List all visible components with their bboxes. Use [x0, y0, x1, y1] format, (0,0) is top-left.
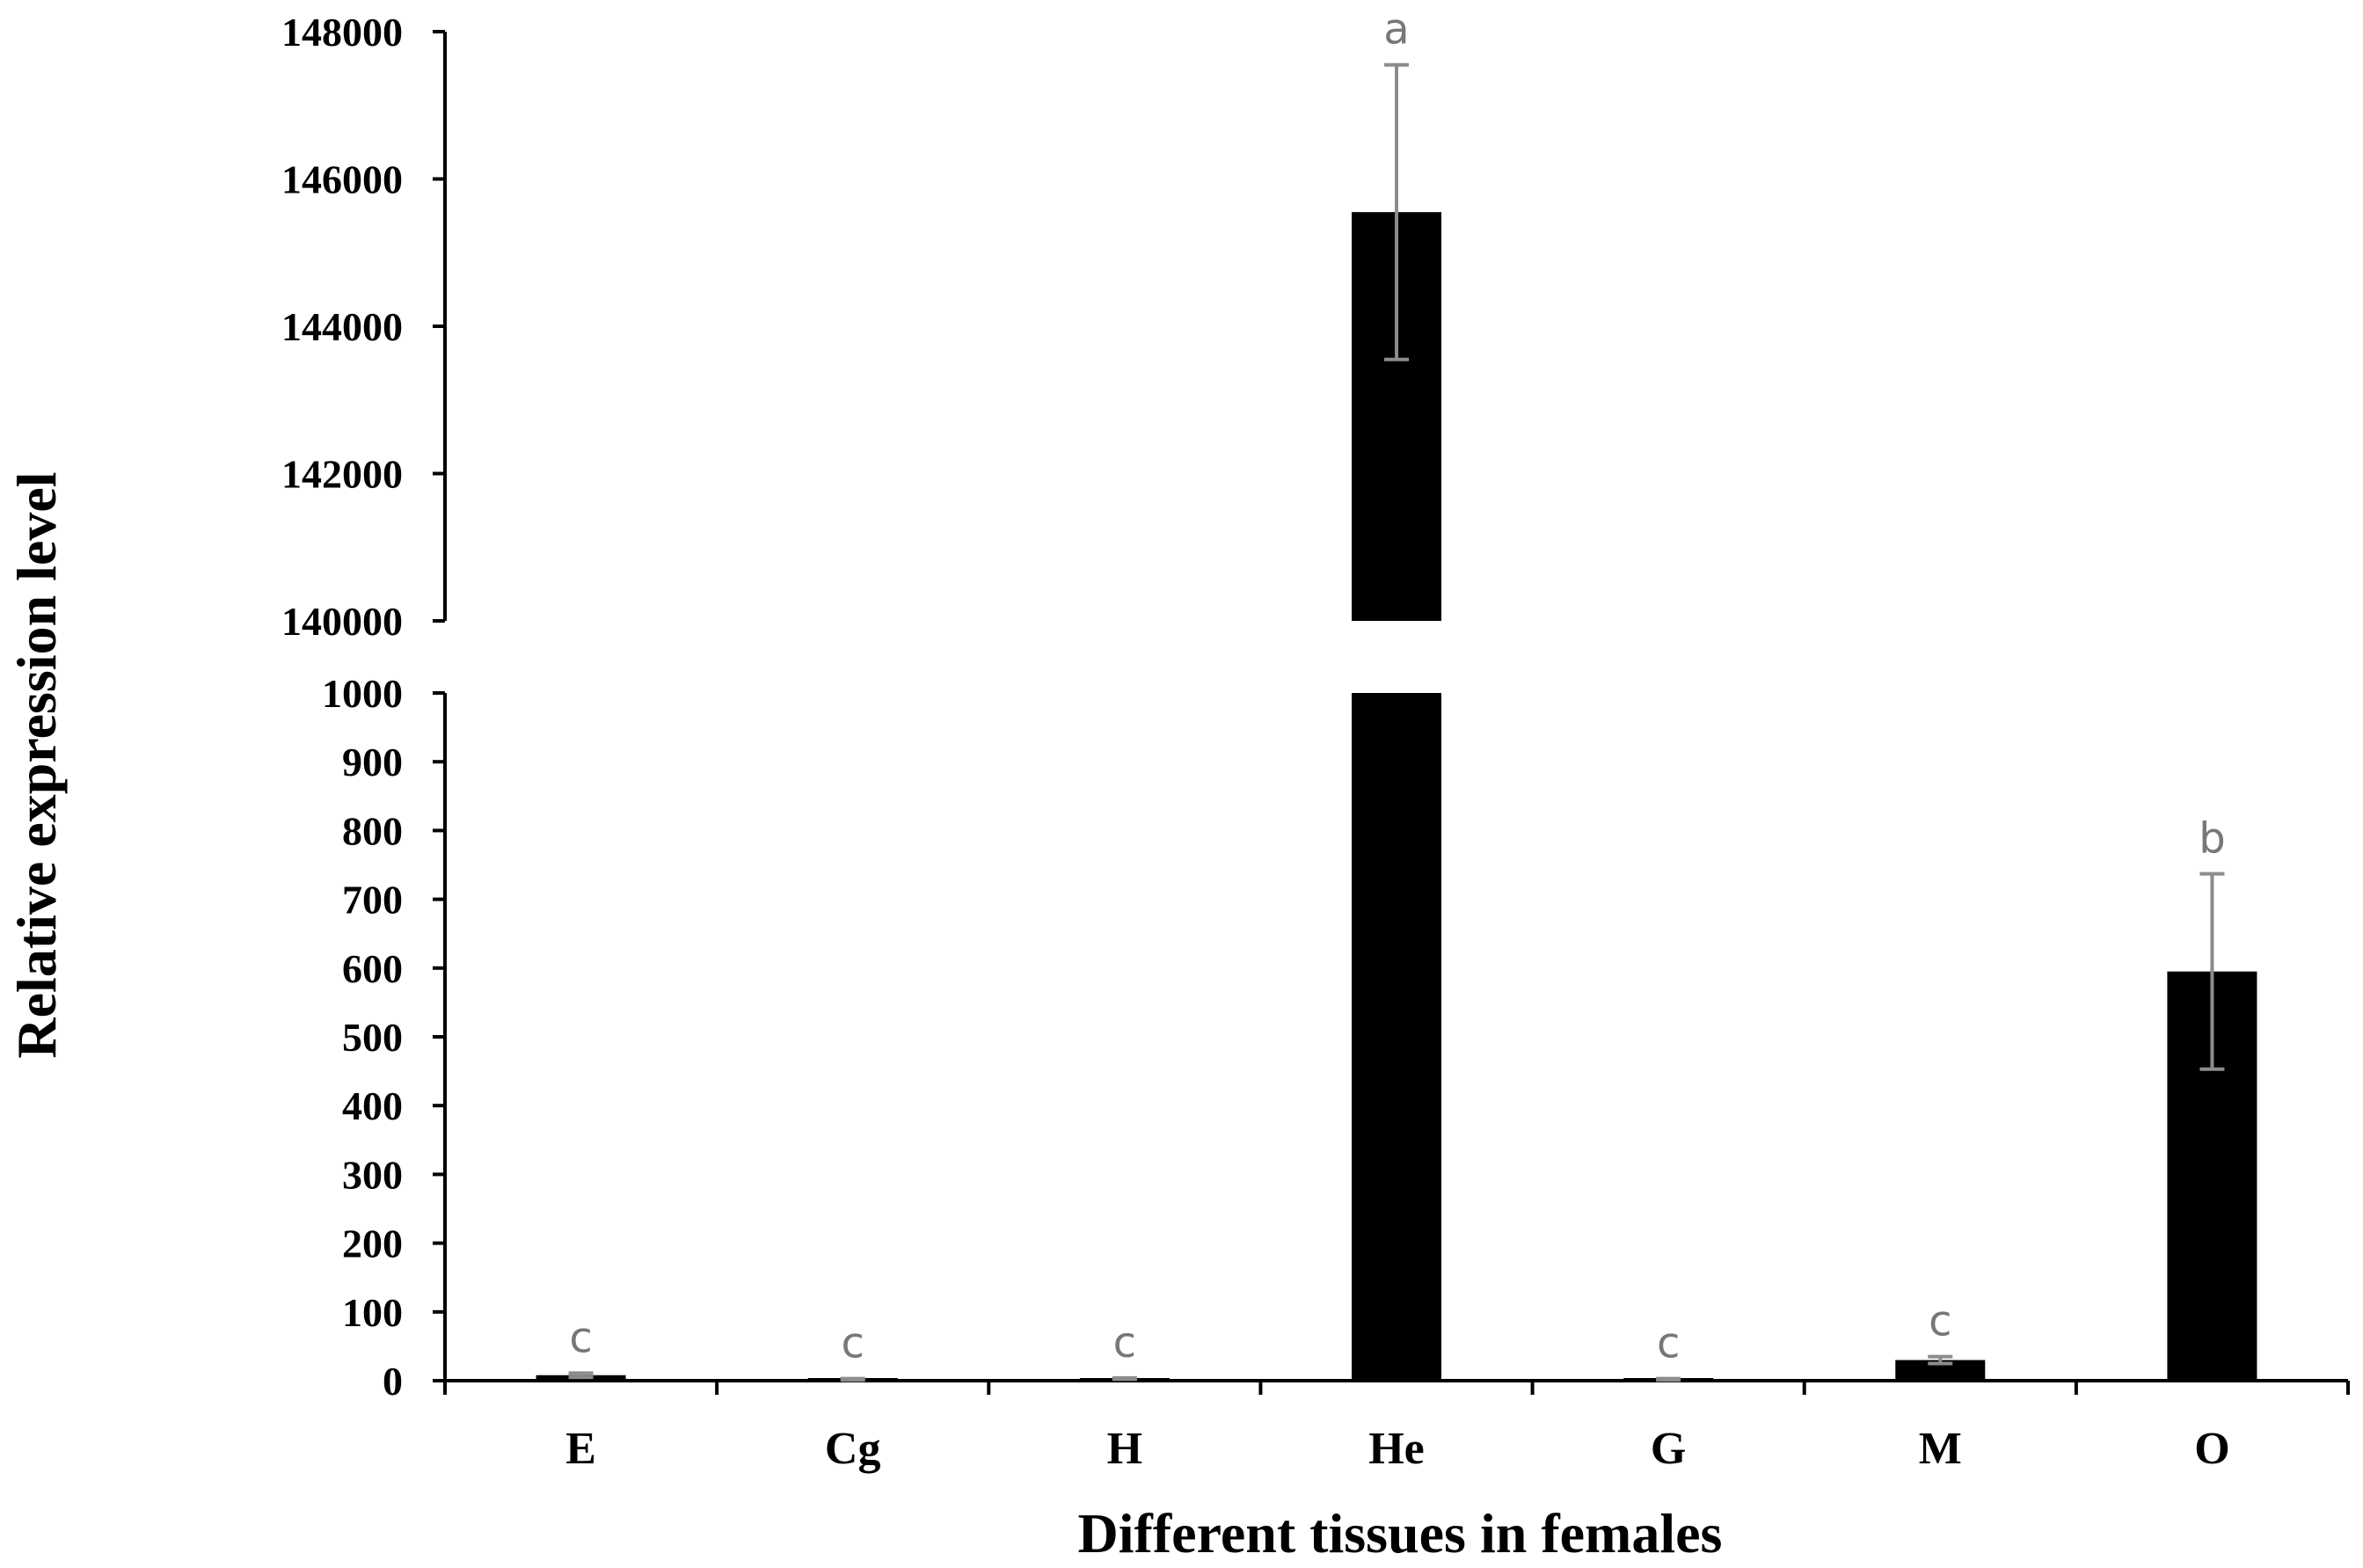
x-tick-label-H: H	[1107, 1424, 1142, 1474]
significance-label-G: c	[1657, 1319, 1680, 1368]
significance-label-Cg: c	[842, 1319, 864, 1368]
significance-label-E: c	[569, 1313, 592, 1362]
y-lower-tick-label: 700	[342, 878, 403, 923]
x-axis-title: Different tissues in females	[1078, 1502, 1723, 1564]
x-tick-label-He: He	[1368, 1424, 1425, 1474]
x-tick-label-E: E	[565, 1424, 596, 1474]
bars	[536, 212, 2257, 1381]
y-upper-tick-label: 142000	[281, 452, 403, 497]
x-tick-label-G: G	[1651, 1424, 1686, 1474]
y-upper-tick-label: 140000	[281, 599, 403, 644]
y-lower-tick-label: 600	[342, 946, 403, 991]
y-upper-tick-label: 148000	[281, 10, 403, 55]
y-lower-tick-label: 200	[342, 1222, 403, 1266]
significance-label-He: a	[1383, 5, 1409, 55]
x-tick-label-M: M	[1919, 1424, 1962, 1474]
significance-label-H: c	[1113, 1318, 1136, 1367]
y-lower-tick-label: 800	[342, 808, 403, 853]
y-lower-tick-label: 0	[383, 1359, 403, 1404]
bar-He-lower	[1352, 693, 1441, 1381]
significance-label-M: c	[1929, 1297, 1951, 1346]
y-lower-tick-label: 500	[342, 1015, 403, 1060]
bar-M	[1895, 1360, 1986, 1381]
y-lower-tick-label: 900	[342, 740, 403, 784]
y-lower-tick-label: 1000	[322, 671, 403, 716]
y-lower-tick-label: 100	[342, 1290, 403, 1335]
error-bars	[568, 62, 2225, 1382]
y-axis-title: Relative expression level	[5, 471, 68, 1058]
x-tick-label-O: O	[2194, 1424, 2229, 1474]
y-upper-tick-label: 144000	[281, 304, 403, 349]
significance-label-O: b	[2199, 814, 2225, 864]
y-lower-tick-label: 300	[342, 1152, 403, 1197]
labels: 0 100 200 300 400 500 600 700 800 900 1000 140000 14…	[281, 5, 2230, 1474]
x-tick-label-Cg: Cg	[825, 1424, 881, 1474]
y-upper-tick-label: 146000	[281, 157, 403, 202]
y-lower-tick-label: 400	[342, 1083, 403, 1128]
